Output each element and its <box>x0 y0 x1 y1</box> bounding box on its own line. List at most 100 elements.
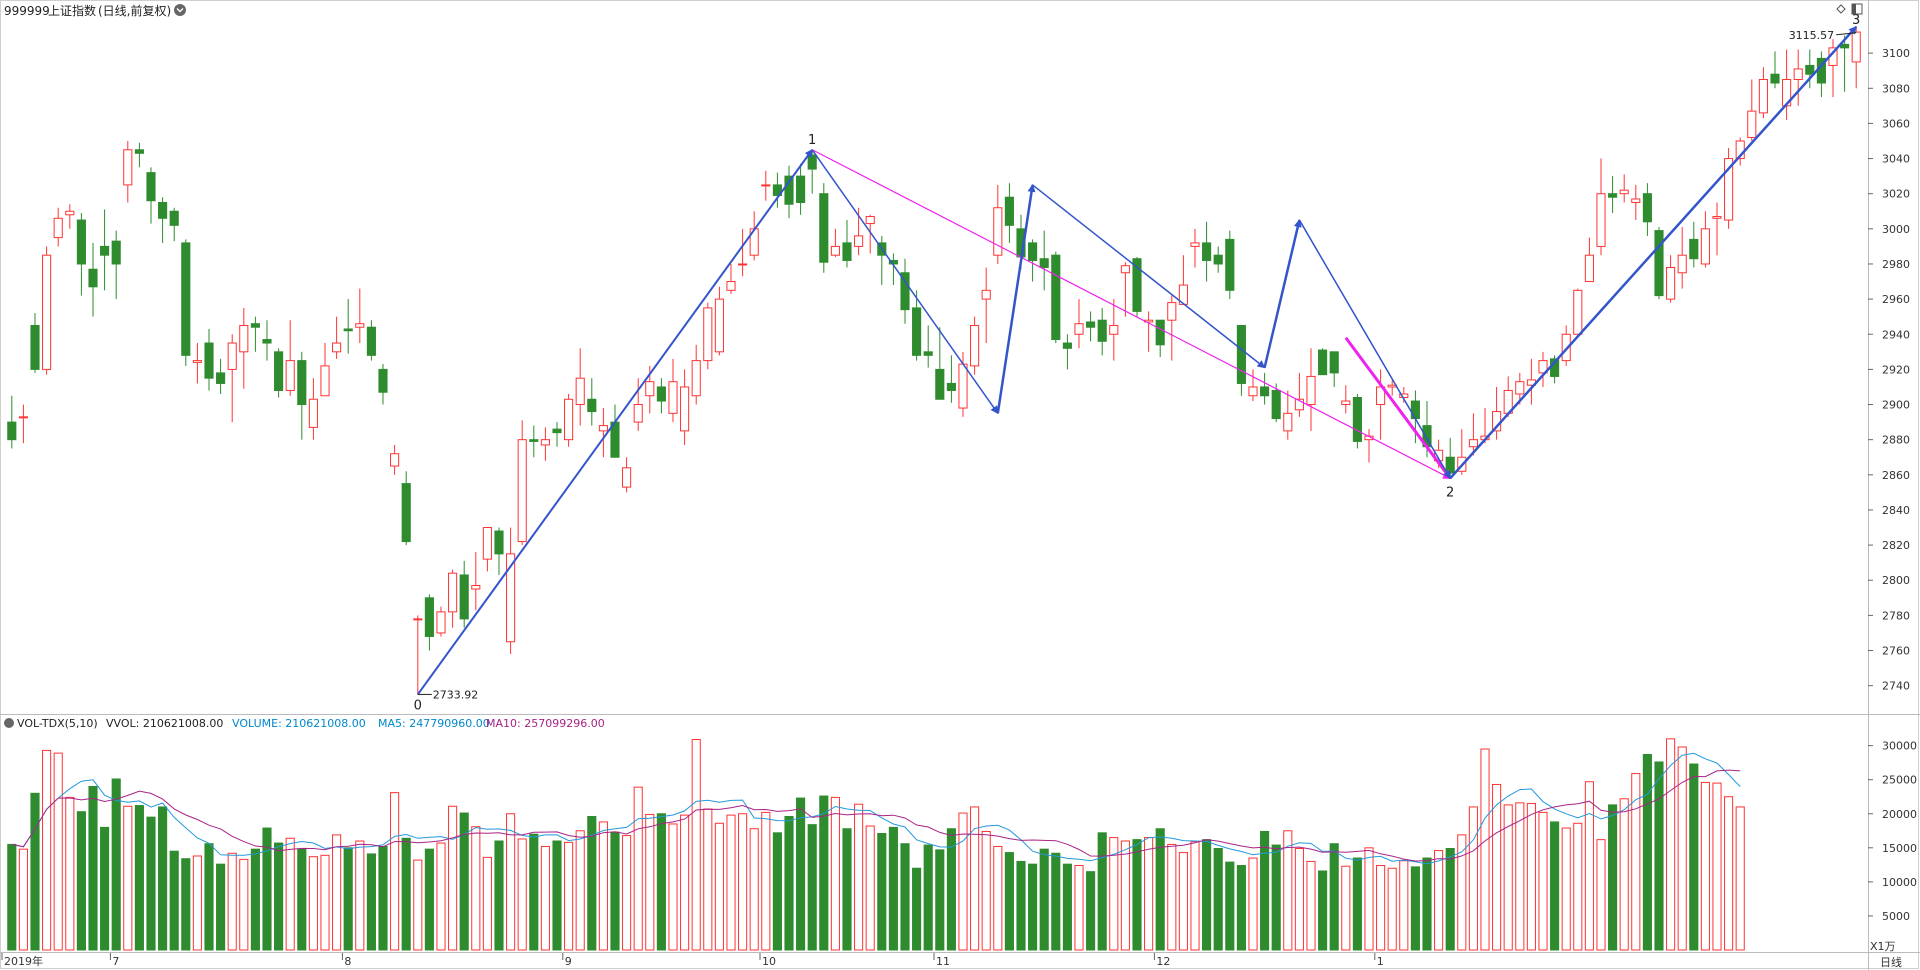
volume-bar[interactable] <box>923 844 933 951</box>
candle[interactable] <box>227 334 237 423</box>
candle[interactable] <box>993 184 1003 264</box>
candle[interactable] <box>1666 255 1676 303</box>
candle[interactable] <box>633 378 643 431</box>
candle[interactable] <box>900 258 910 324</box>
volume-bar[interactable] <box>448 805 458 951</box>
candle[interactable] <box>436 606 446 637</box>
candle[interactable] <box>53 207 63 247</box>
candle[interactable] <box>216 358 226 394</box>
candle[interactable] <box>981 267 991 344</box>
candle[interactable] <box>146 167 156 224</box>
volume-bar[interactable] <box>1190 841 1200 951</box>
candle[interactable] <box>726 263 736 294</box>
volume-bar[interactable] <box>1202 839 1212 951</box>
candle[interactable] <box>1062 334 1072 370</box>
candle[interactable] <box>935 327 945 400</box>
candle[interactable] <box>958 351 968 417</box>
volume-bar[interactable] <box>1178 852 1188 951</box>
volume-bar[interactable] <box>1213 847 1223 951</box>
volume-bar[interactable] <box>285 837 295 951</box>
candle[interactable] <box>865 214 875 254</box>
volume-bar[interactable] <box>1608 804 1618 951</box>
volume-bar[interactable] <box>181 858 191 951</box>
candle[interactable] <box>714 286 724 356</box>
volume-bar[interactable] <box>726 814 736 951</box>
candle[interactable] <box>1840 35 1850 92</box>
volume-bar[interactable] <box>912 867 922 951</box>
volume-bar[interactable] <box>1062 863 1072 951</box>
volume-bar[interactable] <box>1573 822 1583 951</box>
candle[interactable] <box>1782 49 1792 120</box>
volume-bar[interactable] <box>1677 746 1687 951</box>
volume-bar[interactable] <box>1352 857 1362 951</box>
candle[interactable] <box>366 320 376 361</box>
candle[interactable] <box>691 344 701 405</box>
volume-bar[interactable] <box>506 813 516 951</box>
candle[interactable] <box>1770 51 1780 89</box>
volume-bar[interactable] <box>1341 865 1351 951</box>
volume-bar[interactable] <box>1724 796 1734 951</box>
candle[interactable] <box>1758 67 1768 119</box>
volume-bar[interactable] <box>1735 806 1745 951</box>
candle[interactable] <box>158 197 168 243</box>
candle[interactable] <box>343 299 353 354</box>
candle[interactable] <box>1236 324 1246 396</box>
volume-bar[interactable] <box>1480 748 1490 951</box>
candle[interactable] <box>970 316 980 375</box>
volume-bar[interactable] <box>1074 865 1084 951</box>
candle[interactable] <box>1190 228 1200 268</box>
candle[interactable] <box>1144 311 1154 352</box>
candle[interactable] <box>506 527 516 655</box>
volume-bar[interactable] <box>204 843 214 951</box>
candle[interactable] <box>7 395 17 449</box>
volume-bar[interactable] <box>622 835 632 951</box>
volume-bar[interactable] <box>633 786 643 951</box>
volume-bar[interactable] <box>378 845 388 951</box>
volume-bar[interactable] <box>1492 783 1502 951</box>
candle[interactable] <box>413 615 423 695</box>
candle[interactable] <box>1387 379 1397 396</box>
chevron-down-icon[interactable] <box>174 4 186 16</box>
volume-bar[interactable] <box>819 795 829 951</box>
candle[interactable] <box>540 427 550 461</box>
candle[interactable] <box>355 288 365 344</box>
volume-bar[interactable] <box>459 812 469 951</box>
candle[interactable] <box>1329 351 1339 387</box>
candle[interactable] <box>65 204 75 229</box>
volume-bar[interactable] <box>1457 834 1467 951</box>
volume-bar[interactable] <box>772 832 782 951</box>
volume-bar[interactable] <box>796 797 806 951</box>
candle[interactable] <box>1573 288 1583 337</box>
candle[interactable] <box>703 302 713 370</box>
volume-bar[interactable] <box>18 848 28 951</box>
candle[interactable] <box>1561 325 1571 366</box>
candle[interactable] <box>830 228 840 257</box>
volume-bar[interactable] <box>274 842 284 951</box>
volume-bar[interactable] <box>900 843 910 951</box>
candle[interactable] <box>134 142 144 168</box>
volume-bar[interactable] <box>239 858 249 951</box>
volume-bar[interactable] <box>854 803 864 951</box>
volume-bar[interactable] <box>169 850 179 951</box>
volume-bar[interactable] <box>1155 828 1165 951</box>
candle[interactable] <box>610 404 620 458</box>
candle[interactable] <box>1271 383 1281 423</box>
volume-bar[interactable] <box>250 848 260 951</box>
candle[interactable] <box>796 163 806 215</box>
candle[interactable] <box>1608 176 1618 214</box>
candle[interactable] <box>1712 202 1722 256</box>
candle[interactable] <box>204 328 214 391</box>
candle[interactable] <box>250 316 260 352</box>
volume-bar[interactable] <box>192 855 202 951</box>
candle[interactable] <box>1619 174 1629 203</box>
candle[interactable] <box>1178 255 1188 305</box>
chevron-down-icon[interactable] <box>4 718 14 728</box>
candle[interactable] <box>1492 386 1502 440</box>
volume-bar[interactable] <box>1294 847 1304 951</box>
candlestick-series[interactable] <box>7 26 1861 695</box>
volume-bar[interactable] <box>482 856 492 951</box>
candle[interactable] <box>1051 251 1061 344</box>
volume-bar[interactable] <box>1039 848 1049 951</box>
volume-bar[interactable] <box>1434 850 1444 951</box>
volume-bar[interactable] <box>1387 867 1397 951</box>
